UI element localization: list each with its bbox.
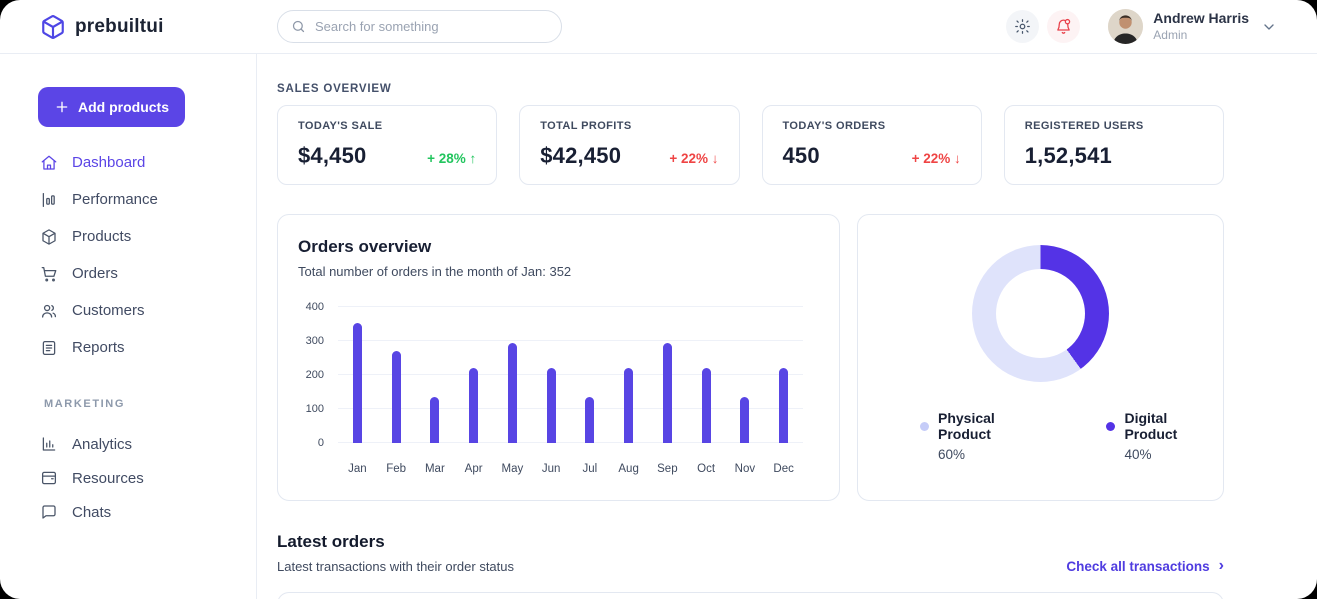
report-document-icon xyxy=(40,339,58,357)
stat-cards: TODAY'S SALE $4,450 + 28% ↑ TOTAL PROFIT… xyxy=(277,105,1224,185)
topbar-actions: Andrew Harris Admin xyxy=(1006,9,1277,44)
chevron-right-icon: › xyxy=(1218,557,1224,574)
brand-name: prebuiltui xyxy=(75,15,164,37)
orders-overview-subtitle: Total number of orders in the month of J… xyxy=(298,264,572,279)
donut-chart xyxy=(972,245,1109,382)
window-icon xyxy=(40,469,58,487)
sidebar-nav: Dashboard Performance xyxy=(0,144,256,366)
sidebar-marketing-nav: Analytics Resources xyxy=(0,427,256,529)
sidebar-item-dashboard[interactable]: Dashboard xyxy=(0,144,256,181)
plus-icon xyxy=(54,99,70,115)
search-input[interactable] xyxy=(315,19,548,34)
stat-label: TODAY'S ORDERS xyxy=(782,120,886,132)
settings-button[interactable] xyxy=(1006,10,1040,43)
top-bar: prebuiltui xyxy=(0,0,1317,54)
cube-logo-icon xyxy=(40,14,66,40)
marketing-section-label: MARKETING xyxy=(44,398,126,410)
sidebar-item-orders[interactable]: Orders xyxy=(0,255,256,292)
chevron-down-icon xyxy=(1261,19,1277,35)
legend-dot-physical xyxy=(920,421,929,431)
stat-value: 1,52,541 xyxy=(1024,143,1112,168)
sidebar-item-analytics[interactable]: Analytics xyxy=(0,427,256,461)
stat-card-todays-sale: TODAY'S SALE $4,450 + 28% ↑ xyxy=(277,105,498,185)
legend-dot-digital xyxy=(1106,421,1116,431)
cart-icon xyxy=(40,265,58,283)
search-icon xyxy=(291,19,306,34)
sidebar-item-reports[interactable]: Reports xyxy=(0,329,256,366)
package-icon xyxy=(40,228,58,246)
bar-chart-x-axis: Jan Feb Mar Apr May Jun Jul Aug Sep Oct Nov Dec xyxy=(348,463,794,475)
latest-orders-table-card xyxy=(277,592,1224,599)
orders-overview-title: Orders overview xyxy=(298,237,432,256)
stat-card-todays-orders: TODAY'S ORDERS 450 + 22% ↓ xyxy=(761,105,982,185)
legend-item-physical: Physical Product 60% xyxy=(920,410,1050,462)
stat-value: 450 xyxy=(782,143,820,168)
user-menu-button[interactable] xyxy=(1261,19,1277,35)
stat-value: $42,450 xyxy=(540,143,622,168)
sidebar-item-chats[interactable]: Chats xyxy=(0,495,256,529)
stat-label: TOTAL PROFITS xyxy=(540,120,632,132)
analytics-chart-icon xyxy=(40,435,58,453)
bell-icon xyxy=(1055,18,1072,35)
add-products-button[interactable]: Add products xyxy=(38,87,185,127)
latest-orders-header: Latest orders Latest transactions with t… xyxy=(277,532,1224,574)
user-meta: Andrew Harris Admin xyxy=(1153,10,1249,43)
sidebar-item-performance[interactable]: Performance xyxy=(0,181,256,218)
legend-pct-digital: 40% xyxy=(1124,447,1152,462)
user-role: Admin xyxy=(1153,27,1188,42)
performance-chart-icon xyxy=(40,191,58,209)
search-bar xyxy=(277,10,562,43)
stat-value: $4,450 xyxy=(298,143,367,168)
sales-overview-label: SALES OVERVIEW xyxy=(277,83,392,95)
stat-label: REGISTERED USERS xyxy=(1024,120,1144,132)
avatar[interactable] xyxy=(1108,9,1144,44)
user-name: Andrew Harris xyxy=(1153,10,1249,27)
donut-hole xyxy=(996,269,1085,358)
donut-legend: Physical Product 60% Digital Product 40% xyxy=(858,410,1223,462)
sidebar-item-customers[interactable]: Customers xyxy=(0,292,256,329)
stat-delta: + 22% ↓ xyxy=(911,151,961,166)
bar-chart-y-axis: 0 100 200 300 400 xyxy=(305,301,324,449)
orders-bar-chart: 0 100 200 300 400 Jan Feb Mar Apr May Jun Jul Aug Se… xyxy=(298,297,819,475)
legend-pct-physical: 60% xyxy=(938,447,966,462)
latest-orders-title: Latest orders xyxy=(277,532,385,551)
home-icon xyxy=(40,154,58,172)
orders-overview-card: Orders overview Total number of orders i… xyxy=(277,214,840,501)
chat-bubble-icon xyxy=(40,503,58,521)
brand-logo[interactable]: prebuiltui xyxy=(40,14,277,40)
notifications-button[interactable] xyxy=(1047,10,1081,43)
stat-delta: + 22% ↓ xyxy=(669,151,719,166)
bar-chart-plot xyxy=(338,306,803,443)
users-icon xyxy=(40,302,58,320)
sidebar-item-products[interactable]: Products xyxy=(0,218,256,255)
main-content: SALES OVERVIEW TODAY'S SALE $4,450 + 28%… xyxy=(257,54,1317,599)
stat-label: TODAY'S SALE xyxy=(298,120,383,132)
latest-orders-subtitle: Latest transactions with their order sta… xyxy=(277,559,515,574)
stat-card-total-profits: TOTAL PROFITS $42,450 + 22% ↓ xyxy=(519,105,740,185)
gear-icon xyxy=(1014,18,1031,35)
sidebar: Add products Dashboard xyxy=(0,54,257,599)
legend-item-digital: Digital Product 40% xyxy=(1106,410,1223,462)
products-donut-card: Physical Product 60% Digital Product 40% xyxy=(857,214,1224,501)
sidebar-item-resources[interactable]: Resources xyxy=(0,461,256,495)
stat-card-registered-users: REGISTERED USERS 1,52,541 xyxy=(1003,105,1224,185)
check-all-transactions-link[interactable]: Check all transactions › xyxy=(1066,557,1224,574)
stat-delta: + 28% ↑ xyxy=(427,151,477,166)
